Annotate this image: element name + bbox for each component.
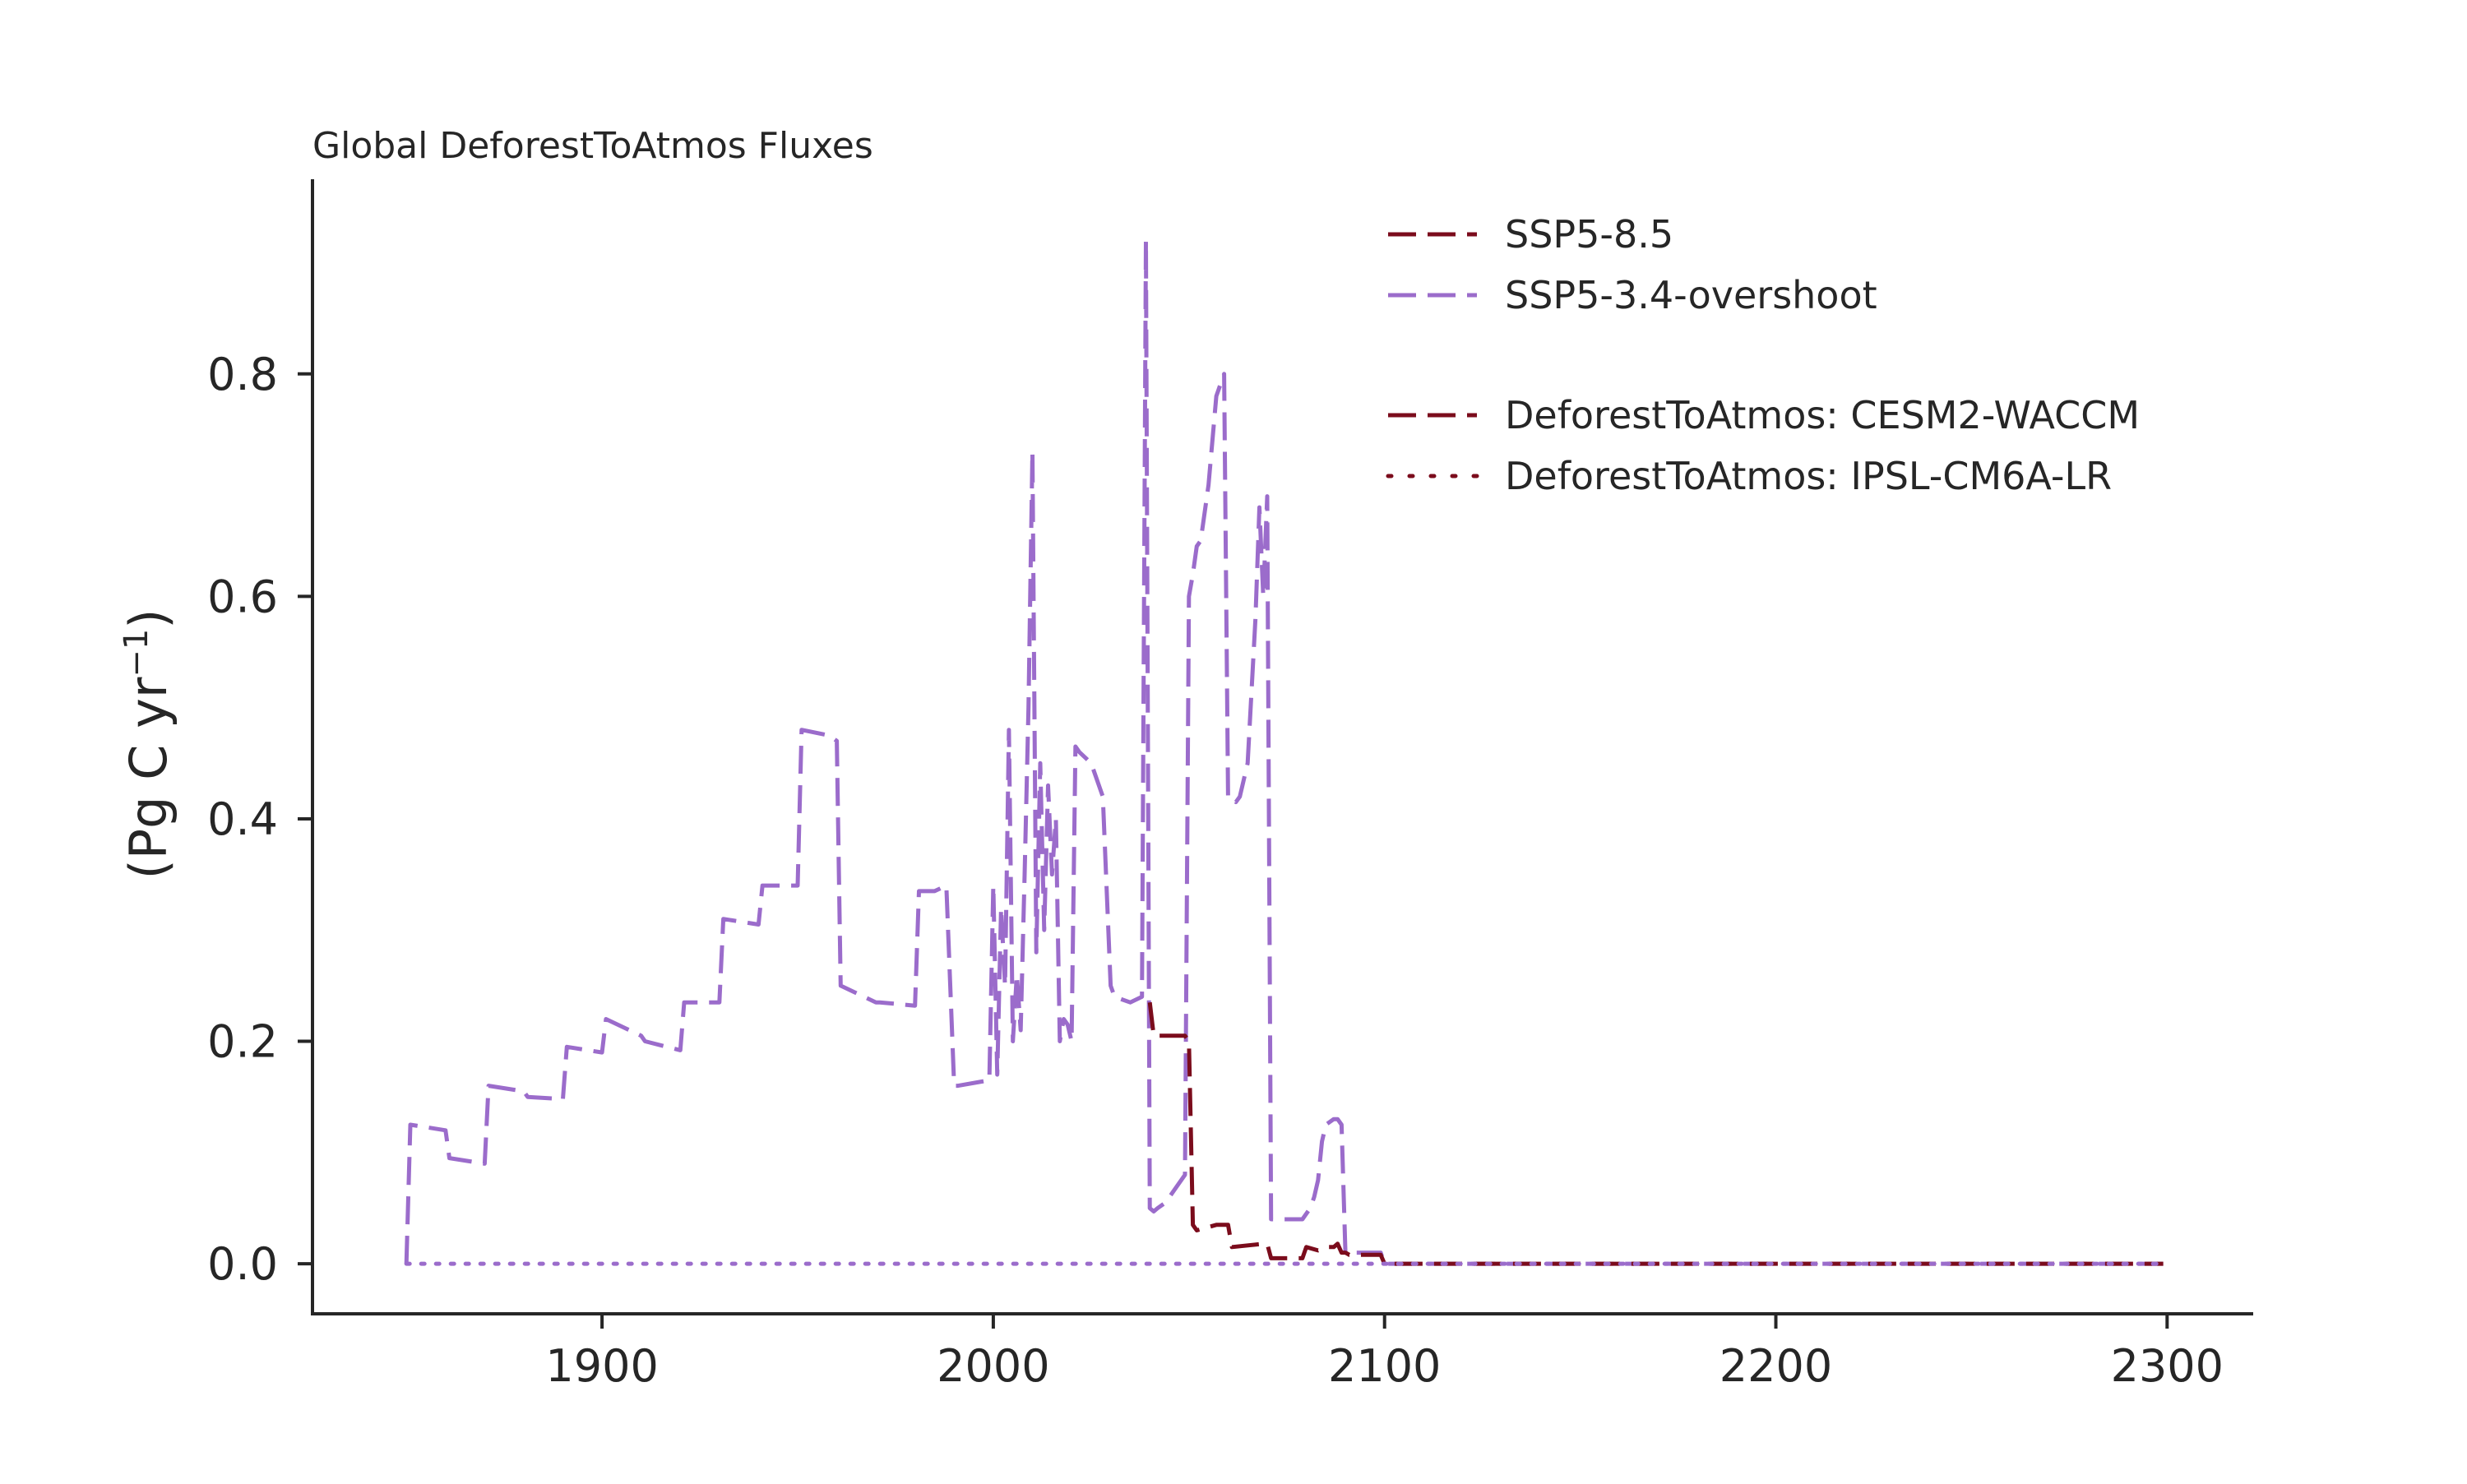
x-tick-label: 1900	[545, 1340, 658, 1392]
y-axis-label-main: (Pg C yr	[118, 677, 178, 879]
y-tick-label: 0.0	[207, 1238, 278, 1290]
series-line-1	[404, 238, 2164, 1266]
y-tick-label: 0.2	[207, 1016, 278, 1068]
x-tick-label: 2300	[2111, 1340, 2224, 1392]
y-tick-label: 0.4	[207, 793, 278, 845]
x-tick-label: 2000	[937, 1340, 1049, 1392]
ticks-layer: 1900 2000 2100 2200 2300 0.0 0.2 0.4 0.6 0.8	[207, 349, 2224, 1392]
series-line-2	[1147, 1001, 2164, 1266]
y-axis-label: (Pg C yr−1)	[118, 609, 178, 880]
legend-label: SSP5-8.5	[1505, 212, 1673, 257]
chart-title: Global DeforestToAtmos Fluxes	[312, 125, 873, 167]
y-axis-label-close: )	[118, 609, 178, 629]
y-tick-label: 0.6	[207, 571, 278, 622]
x-tick-label: 2100	[1328, 1340, 1441, 1392]
legend-label: DeforestToAtmos: IPSL-CM6A-LR	[1505, 454, 2112, 498]
y-axis-label-superscript: −1	[118, 629, 155, 677]
legend-label: DeforestToAtmos: CESM2-WACCM	[1505, 393, 2140, 437]
series-layer	[404, 238, 2166, 1266]
y-tick-label: 0.8	[207, 349, 278, 400]
x-tick-label: 2200	[1719, 1340, 1832, 1392]
legend: SSP5-8.5 SSP5-3.4-overshoot DeforestToAtmo…	[1386, 212, 2140, 498]
legend-label: SSP5-3.4-overshoot	[1505, 273, 1877, 317]
